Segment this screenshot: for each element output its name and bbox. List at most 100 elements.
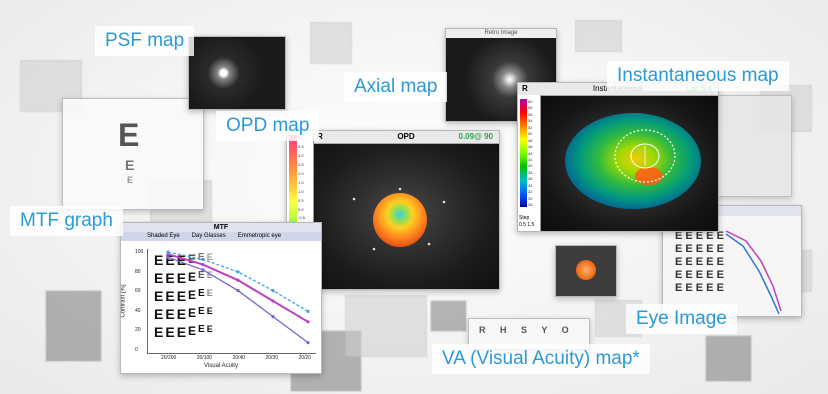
scale-tick: 44 xyxy=(528,150,533,156)
mtf-data-point xyxy=(306,320,310,324)
scale-tick: 2.0 xyxy=(298,170,304,176)
scale-tick: 58 xyxy=(528,105,533,111)
mtf-curves xyxy=(166,250,310,345)
psf-map-label: PSF map xyxy=(95,26,195,56)
scale-tick: 40 xyxy=(528,163,533,169)
opd-map-label: OPD map xyxy=(216,111,320,141)
mtf-data-point xyxy=(166,255,170,259)
axial-map-label: Axial map xyxy=(344,72,448,102)
scale-tick: 60 xyxy=(135,288,141,295)
opd-map-panel: R OPD 0.09@ 90 4.03.53.02.52.01.51.00.50… xyxy=(286,130,500,290)
legend-item: Emmetropic eye xyxy=(237,233,282,239)
mtf-data-point xyxy=(201,268,205,272)
va-letters: R H S Y O xyxy=(479,325,575,335)
scale-tick: 40 xyxy=(135,307,141,314)
mtf-data-point xyxy=(236,270,240,274)
legend-item: Day Glasses xyxy=(191,233,226,239)
instantaneous-map-label: Instantaneous map xyxy=(607,61,789,91)
curve-mini xyxy=(725,230,782,315)
scale-tick: 20/20 xyxy=(298,355,311,361)
mtf-data-point xyxy=(236,289,240,293)
eye-side-label: R xyxy=(317,132,323,141)
background-thumbnail xyxy=(20,60,82,112)
scale-tick: 3.5 xyxy=(298,143,304,149)
mtf-xticks: 20/200 20/100 20/40 20/30 20/20 xyxy=(161,355,311,361)
mtf-data-point xyxy=(236,278,240,282)
scale-tick: 20 xyxy=(135,327,141,334)
mtf-series-line xyxy=(167,256,309,344)
scale-tick: 100 xyxy=(135,249,144,255)
scale-tick: 38 xyxy=(528,169,533,175)
mtf-data-point xyxy=(271,315,275,319)
scale-tick: 0 xyxy=(135,346,138,353)
eye-side-label: R xyxy=(522,84,528,93)
opd-title: OPD xyxy=(397,132,415,141)
mtf-data-point xyxy=(306,309,310,313)
scale-tick: 46 xyxy=(528,144,533,150)
background-thumbnail xyxy=(575,20,622,52)
scale-tick: -0.5 xyxy=(298,215,305,221)
background-thumbnail xyxy=(45,290,102,362)
scale-footer-bottom: 0.5 1.5 xyxy=(519,222,535,228)
mtf-xlabel: Visual Acuity xyxy=(204,363,238,369)
mtf-graph-panel: MTF Shaded Eye Day Glasses Emmetropic ey… xyxy=(120,222,322,374)
letter-e-thumb: E xyxy=(127,175,134,185)
scale-tick: 50 xyxy=(528,131,533,137)
background-thumbnail xyxy=(430,300,467,332)
mtf-yticks: 100 80 60 40 20 0 xyxy=(135,249,143,353)
scale-tick: 3.0 xyxy=(298,152,304,158)
eye-image-label: Eye Image xyxy=(626,304,737,334)
va-chart-thumbnail: E E E xyxy=(62,98,204,210)
mtf-title: MTF xyxy=(121,223,321,232)
instantaneous-map-panel: R Instantaneous Lat 5.4 6058565452504846… xyxy=(517,82,719,232)
background-thumbnail xyxy=(705,335,752,382)
scale-tick: 34 xyxy=(528,182,533,188)
scale-tick: 30 xyxy=(528,195,533,201)
instantaneous-eye-image xyxy=(541,96,718,231)
scale-tick: 36 xyxy=(528,176,533,182)
mtf-ylabel: Contrast [%] xyxy=(120,284,127,318)
scale-footer-top: Step xyxy=(519,215,530,221)
scale-tick: 42 xyxy=(528,156,533,162)
scale-tick: 20/200 xyxy=(161,355,177,361)
background-thumbnail xyxy=(345,295,427,357)
mtf-data-point xyxy=(271,299,275,303)
letter-e-thumb: E xyxy=(125,157,135,173)
mtf-data-point xyxy=(271,289,275,293)
scale-tick: 0.5 xyxy=(298,197,304,203)
scale-tick: 54 xyxy=(528,118,533,124)
mtf-graph-label: MTF graph xyxy=(10,206,123,236)
mtf-data-point xyxy=(201,263,205,267)
scale-tick: 20/40 xyxy=(232,355,246,361)
mtf-legend: Shaded Eye Day Glasses Emmetropic eye xyxy=(121,232,321,241)
background-eye-thumbnail xyxy=(555,245,617,297)
mtf-data-point xyxy=(166,250,170,254)
scale-tick: 1.5 xyxy=(298,179,304,185)
scale-tick: 48 xyxy=(528,137,533,143)
scale-tick: 28 xyxy=(528,202,533,207)
va-map-label: VA (Visual Acuity) map* xyxy=(432,344,650,374)
opd-value: 0.09@ 90 xyxy=(458,132,494,141)
scale-tick: 80 xyxy=(135,268,141,275)
scale-tick: 20/30 xyxy=(265,355,278,361)
scale-tick: 20/100 xyxy=(196,355,213,361)
background-thumbnail xyxy=(310,22,352,64)
scale-tick: 0.0 xyxy=(298,206,304,212)
scale-tick: 52 xyxy=(528,124,533,130)
opd-eye-image xyxy=(314,144,499,289)
mtf-data-point xyxy=(306,341,310,345)
scale-tick: 56 xyxy=(528,111,533,117)
scale-tick: 60 xyxy=(528,99,533,104)
instantaneous-color-scale: 60 58 56 54 52 50 48 46 44 42 40 38 36 34 32 30 28 Step … xyxy=(518,95,541,231)
letter-e-thumb: E xyxy=(118,117,140,153)
opd-titlebar: R OPD 0.09@ 90 xyxy=(313,131,499,144)
scale-tick: 2.5 xyxy=(298,161,304,167)
mtf-data-point xyxy=(201,257,205,261)
legend-item: Shaded Eye xyxy=(147,233,180,239)
psf-map-thumbnail xyxy=(188,36,286,110)
scale-tick: 32 xyxy=(528,189,533,195)
scale-tick: 1.0 xyxy=(298,188,304,194)
